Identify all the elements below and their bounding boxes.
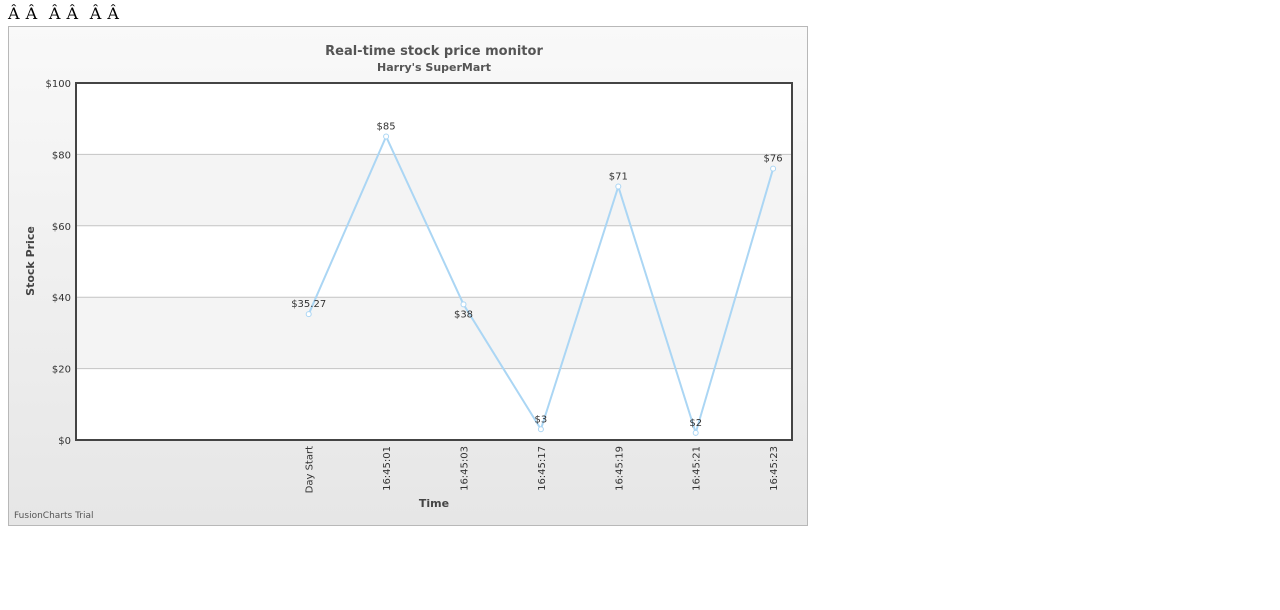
chart-title: Real-time stock price monitor [325,44,543,59]
data-point [537,426,544,433]
x-tick-label: Day Start [305,446,316,493]
data-point [383,133,390,140]
alternate-band [76,297,792,369]
data-label: $2 [689,418,702,429]
chart-container: Real-time stock price monitor Harry's Su… [8,26,808,526]
x-tick-label: 16:45:17 [537,446,548,491]
chart-subtitle: Harry's SuperMart [377,61,491,74]
y-tick-label: $60 [52,222,71,233]
y-tick-label: $100 [46,79,71,90]
data-point [305,311,312,318]
data-label: $38 [454,309,473,320]
data-label: $85 [377,122,396,133]
watermark-text: FusionCharts Trial [14,511,94,521]
x-tick-label: 16:45:19 [614,446,625,491]
data-label: $35.27 [291,299,326,310]
data-point [460,301,467,308]
plot-border [75,82,793,441]
x-axis-title: Time [419,497,449,510]
data-point [770,165,777,172]
x-tick-label: 16:45:21 [692,446,703,491]
y-tick-label: $20 [52,365,71,376]
page-header-text: Â Â Â Â Â Â [8,4,120,23]
y-axis-title: Stock Price [24,226,37,296]
y-tick-label: $40 [52,293,71,304]
data-point [692,429,699,436]
data-point [615,183,622,190]
plot-background [76,83,792,440]
x-tick-label: 16:45:03 [460,446,471,491]
x-tick-label: 16:45:01 [382,446,393,491]
plot-area: $0 $20 $40 $60 $80 $100 Day Start 16:45:01 16:45… [46,79,793,493]
data-label: $76 [764,154,783,165]
line-chart: Real-time stock price monitor Harry's Su… [24,44,793,510]
y-tick-label: $80 [52,150,71,161]
data-label: $71 [609,172,628,183]
data-label: $3 [535,414,548,425]
alternate-band [76,154,792,226]
x-tick-label: 16:45:23 [769,446,780,491]
y-tick-label: $0 [58,436,71,447]
